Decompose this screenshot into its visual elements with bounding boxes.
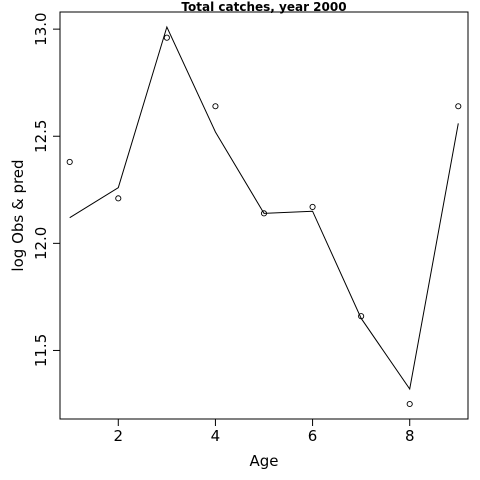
- y-tick-label: 11.5: [32, 334, 50, 367]
- x-tick-label: 2: [114, 427, 124, 445]
- observed-point: [115, 195, 122, 202]
- y-tick-label: 12.0: [32, 227, 50, 260]
- x-axis: 2 4 6 8: [114, 418, 415, 445]
- observed-point: [212, 103, 219, 110]
- y-tick-label: 12.5: [32, 120, 50, 153]
- observed-point: [309, 203, 316, 210]
- observed-point: [406, 400, 413, 408]
- x-tick-label: 8: [405, 427, 415, 445]
- y-tick-label: 13.0: [32, 12, 50, 45]
- x-tick-label: 6: [308, 427, 318, 445]
- observed-series-points: [66, 34, 462, 408]
- predicted-series-line: [69, 25, 459, 391]
- observed-point: [66, 158, 73, 165]
- plot-frame: [59, 11, 469, 420]
- x-tick-label: 4: [211, 427, 221, 445]
- chart-title: Total catches, year 2000: [181, 0, 346, 14]
- observed-point: [358, 313, 365, 320]
- y-axis: 11.5 12.0 12.5 13.0: [32, 12, 61, 367]
- x-axis-label: Age: [249, 452, 278, 470]
- observed-point: [260, 210, 268, 217]
- observed-point: [163, 34, 170, 41]
- y-axis-label: log Obs & pred: [9, 159, 27, 271]
- observed-point: [455, 103, 462, 110]
